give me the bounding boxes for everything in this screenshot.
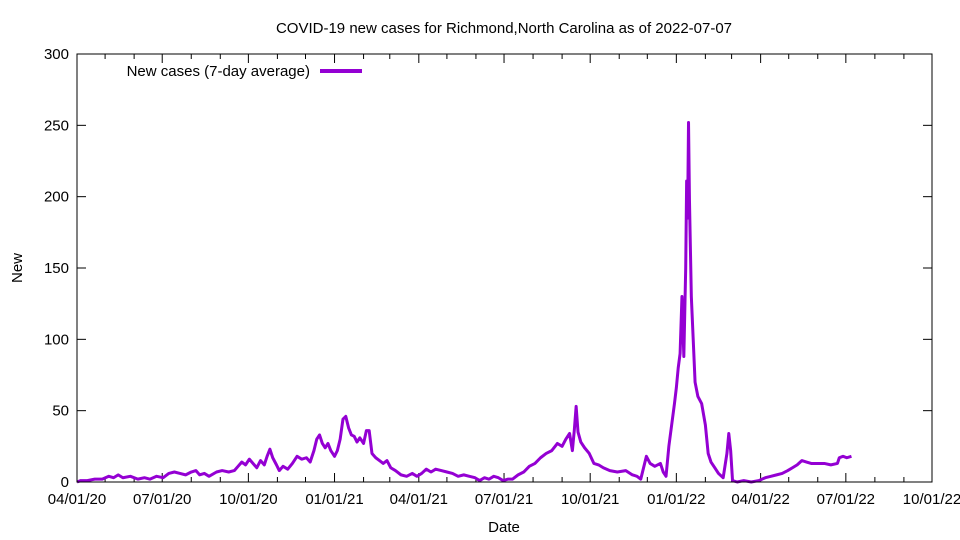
y-tick-label: 250 [44, 117, 69, 134]
axis-ticks: 0 50 100 150 200 250 300 04/01/20 07/01/20 10/01/… [44, 46, 960, 508]
plot-frame [76, 53, 933, 483]
y-axis-title: New [9, 253, 26, 283]
chart-title: COVID-19 new cases for Richmond,North Ca… [276, 20, 732, 37]
x-tick-label: 04/01/20 [48, 491, 106, 508]
x-tick-label: 10/01/22 [903, 491, 960, 508]
x-tick-label: 10/01/21 [561, 491, 619, 508]
y-tick-label: 0 [61, 474, 69, 491]
y-tick-label: 150 [44, 260, 69, 277]
y-tick-label: 100 [44, 331, 69, 348]
y-tick-label: 50 [52, 403, 69, 420]
x-tick-label: 01/01/22 [647, 491, 705, 508]
x-tick-label: 07/01/22 [817, 491, 875, 508]
x-tick-label: 10/01/20 [219, 491, 277, 508]
legend-label: New cases (7-day average) [127, 63, 310, 80]
x-tick-label: 07/01/20 [133, 491, 191, 508]
x-tick-label: 01/01/21 [305, 491, 363, 508]
y-tick-label: 200 [44, 189, 69, 206]
series-line [76, 120, 852, 484]
x-axis-title: Date [488, 519, 520, 536]
y-tick-label: 300 [44, 46, 69, 63]
x-tick-label: 04/01/21 [390, 491, 448, 508]
legend: New cases (7-day average) [127, 63, 362, 80]
x-tick-label: 07/01/21 [475, 491, 533, 508]
x-tick-label: 04/01/22 [731, 491, 789, 508]
series-lines [76, 120, 852, 484]
